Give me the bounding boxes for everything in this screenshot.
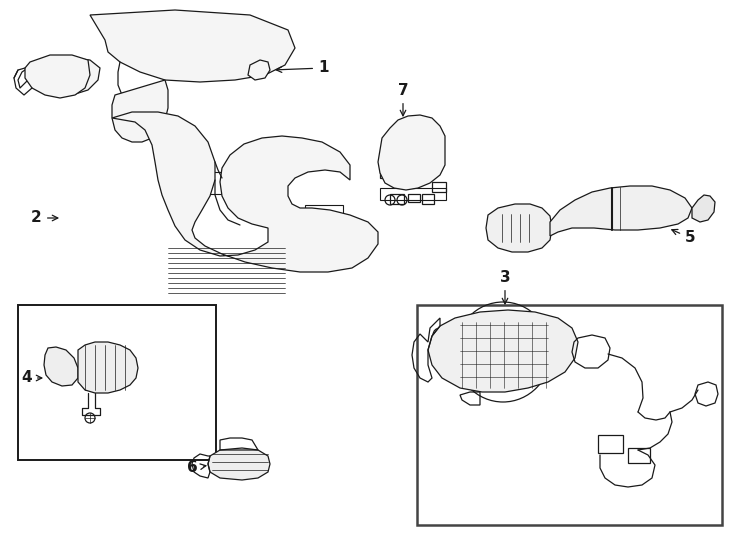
Polygon shape — [44, 347, 78, 386]
Polygon shape — [486, 204, 552, 252]
Bar — [380, 168, 388, 178]
Bar — [598, 435, 623, 453]
Polygon shape — [208, 448, 270, 480]
Bar — [498, 212, 538, 244]
Bar — [628, 448, 650, 463]
Text: 3: 3 — [500, 270, 510, 304]
Text: 7: 7 — [398, 83, 408, 116]
Bar — [380, 188, 446, 200]
Bar — [200, 172, 238, 194]
Bar — [417, 305, 722, 525]
Polygon shape — [378, 115, 445, 190]
Text: 1: 1 — [276, 60, 329, 76]
Polygon shape — [90, 10, 295, 82]
Text: 6: 6 — [187, 461, 206, 476]
Polygon shape — [112, 15, 285, 70]
Bar — [422, 194, 434, 204]
Polygon shape — [25, 55, 90, 98]
Text: 2: 2 — [32, 211, 58, 226]
Bar — [390, 194, 404, 204]
Bar — [432, 182, 446, 192]
Bar — [408, 194, 420, 202]
Bar — [18, 305, 216, 460]
Bar — [305, 205, 343, 227]
Text: 5: 5 — [672, 230, 696, 246]
Polygon shape — [28, 58, 100, 95]
Text: 4: 4 — [21, 370, 42, 386]
Polygon shape — [112, 112, 378, 272]
Polygon shape — [692, 195, 715, 222]
Polygon shape — [248, 60, 270, 80]
Polygon shape — [78, 342, 138, 393]
Polygon shape — [550, 186, 692, 236]
Polygon shape — [112, 80, 168, 142]
Polygon shape — [428, 310, 578, 392]
